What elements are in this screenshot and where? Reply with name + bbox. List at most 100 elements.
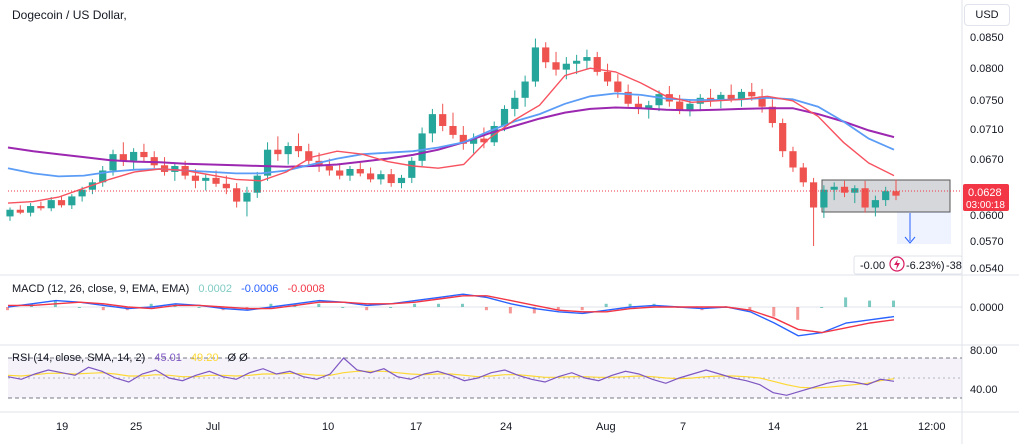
candle-body [727,94,735,100]
macd-legend-macd: -0.0006 [241,283,278,295]
rsi-legend: RSI (14, close, SMA, 14, 2) 45.01 49.20 … [12,352,248,364]
macd-histogram-bar [484,307,488,311]
rsi-legend-name: RSI (14, close, SMA, 14, 2) [12,352,145,364]
candle-body [439,114,447,126]
candle-body [768,106,776,124]
macd-layer [6,293,962,337]
candle-body [748,91,756,97]
macd-histogram-bar [413,303,417,307]
macd-histogram-bar [101,307,105,311]
candle-body [119,154,127,161]
candle-body [294,146,303,152]
candles-layer [6,38,900,247]
candle-body [676,101,684,110]
macd-histogram-bar [580,307,584,311]
candle-body [109,154,117,171]
time-tick: 19 [56,421,68,433]
candle-body [459,134,467,144]
macd-line [7,293,895,337]
candle-body [263,149,272,176]
candle-body [603,71,612,82]
rsi-legend-value: 45.01 [154,352,182,364]
macd-histogram-bar [341,307,345,308]
price-tick: 0.0850 [970,32,1004,44]
candle-body [840,186,849,193]
macd-histogram-bar [628,303,632,307]
candle-body [325,166,333,171]
price-tick: 0.0540 [970,263,1004,275]
candle-body [789,151,797,168]
time-tick: 7 [680,421,686,433]
rsi-legend-ma: 49.20 [191,352,219,364]
measure-range [897,212,951,244]
macd-tick: 0.0000 [970,302,1004,314]
candle-body [47,200,55,209]
macd-legend-signal: -0.0008 [287,283,324,295]
candle-body [253,175,261,193]
last-price-value: 0.0628 [968,187,1002,199]
macd-histogram-bar [269,303,273,307]
candle-body [480,138,488,143]
currency-button[interactable]: USD [964,4,1010,26]
macd-histogram-bar [844,297,848,307]
candle-body [449,125,457,135]
candle-body [408,160,416,178]
candle-body [346,168,354,176]
candle-body [428,114,437,134]
candle-body [521,81,529,98]
macd-histogram-bar [460,303,464,307]
ema-slow-line [7,106,895,168]
candle-body [717,94,725,101]
candle-body [779,123,787,152]
candle-body [634,103,643,109]
signal-line [8,295,895,334]
macd-histogram-bar [6,307,9,311]
candle-body [809,182,818,208]
candle-body [130,151,138,161]
candle-body [202,177,210,181]
macd-histogram-bar [389,307,393,308]
candle-body [624,91,632,104]
lightning-icon-glyph [894,259,900,270]
last-price-badge [963,184,1009,211]
price-tick: 0.0750 [970,95,1004,107]
candle-body [511,97,519,109]
measure-arrow-head [904,236,916,244]
candle-body [68,196,76,206]
candle-body [799,167,807,183]
candle-body [552,62,560,70]
macd-histogram-bar [149,303,153,307]
macd-histogram-bar [772,307,776,317]
candle-body [531,47,540,82]
time-tick: 12:00 [918,421,946,433]
candle-body [37,206,45,209]
macd-histogram-bar [892,300,895,307]
candle-body [336,170,344,176]
candle-body [397,177,406,184]
candle-body [243,192,251,202]
macd-histogram-bar [317,303,321,307]
macd-histogram-bar [437,303,441,307]
rsi-tick: 40.00 [970,384,998,396]
macd-histogram-bar [868,300,872,307]
time-tick: Jul [206,421,220,433]
candle-body [820,189,828,208]
candle-body [892,191,900,196]
candle-body [614,81,622,92]
candle-body [305,151,313,161]
time-tick: Aug [596,421,616,433]
candle-body [851,188,859,193]
macd-histogram-bar [77,307,81,308]
candle-body [88,182,97,190]
candle-body [6,209,14,217]
candle-body [233,188,241,202]
time-tick: 14 [768,421,780,433]
time-tick: 21 [856,421,868,433]
candle-body [274,149,282,155]
candle-body [26,206,35,213]
macd-histogram-bar [197,307,201,308]
rsi-tick: 80.00 [970,345,998,357]
price-tick: 0.0570 [970,236,1004,248]
candle-body [16,209,24,213]
